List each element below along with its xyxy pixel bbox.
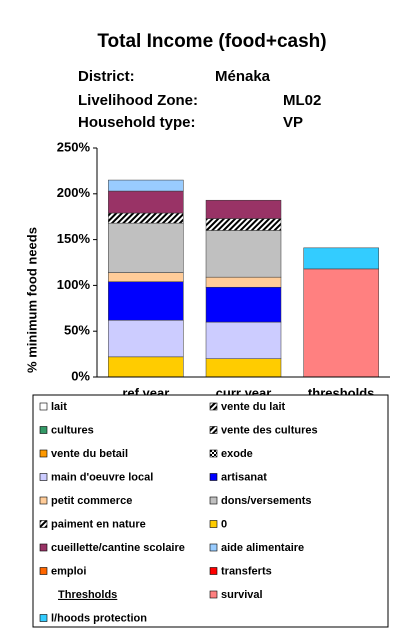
bar-segment <box>205 286 282 323</box>
bar-segment <box>303 247 379 270</box>
legend-label: aide alimentaire <box>221 542 304 554</box>
y-tick-label: 150% <box>57 231 91 246</box>
y-tick-label: 50% <box>64 323 90 338</box>
legend-swatch <box>209 543 218 552</box>
legend-swatch <box>209 402 218 411</box>
bar-segment <box>205 358 282 378</box>
info-value: ML02 <box>283 92 321 109</box>
legend-label: emploi <box>51 565 86 577</box>
y-tick-label: 250% <box>57 139 91 154</box>
bar-segment <box>108 190 184 214</box>
legend-label: dons/versements <box>221 495 311 507</box>
legend-label: vente du betail <box>51 448 128 460</box>
legend-swatch <box>39 520 48 528</box>
legend-swatch <box>39 543 48 552</box>
bar-segment <box>108 319 184 358</box>
bar-segment <box>205 199 282 219</box>
bar-segment <box>108 179 184 192</box>
bar-segment <box>205 276 282 288</box>
legend-swatch <box>39 567 48 575</box>
legend-swatch <box>209 426 218 434</box>
info-label: District: <box>78 68 135 85</box>
legend-swatch <box>209 449 218 458</box>
legend-swatch <box>39 426 48 434</box>
info-value: Ménaka <box>215 68 271 85</box>
chart-title: Total Income (food+cash) <box>97 31 326 52</box>
bar-segment <box>108 222 184 273</box>
y-axis-label: % minimum food needs <box>24 227 39 373</box>
bar-segment <box>205 230 282 278</box>
y-tick-label: 0% <box>71 368 90 383</box>
bar-segment <box>108 272 184 282</box>
legend-swatch <box>39 402 48 411</box>
legend-label: vente du lait <box>221 401 286 413</box>
legend-swatch <box>39 614 48 622</box>
legend-label: l/hoods protection <box>51 612 147 624</box>
legend-swatch <box>209 473 218 481</box>
info-value: VP <box>283 114 303 131</box>
legend-label: paiment en nature <box>51 518 146 530</box>
y-tick-label: 100% <box>57 277 91 292</box>
legend-label: survival <box>221 589 263 601</box>
legend-label: vente des cultures <box>221 424 318 436</box>
bar-segment <box>205 218 282 231</box>
y-tick-label: 200% <box>57 185 91 200</box>
bar-segment <box>108 356 184 378</box>
legend-label: exode <box>221 448 253 460</box>
legend-swatch <box>39 496 48 505</box>
legend-label: artisanat <box>221 471 267 483</box>
bar-segment <box>108 281 184 321</box>
bar-segment <box>205 321 282 359</box>
bar-segment <box>108 212 184 224</box>
legend-label: cultures <box>51 424 94 436</box>
info-label: Livelihood Zone: <box>78 92 198 109</box>
legend-swatch <box>209 567 218 575</box>
legend-label: cueillette/cantine scolaire <box>51 542 185 554</box>
legend-swatch <box>209 520 218 528</box>
legend-swatch <box>209 496 218 505</box>
legend-swatch <box>209 590 218 599</box>
legend-heading: Thresholds <box>58 589 117 601</box>
legend-label: main d'oeuvre local <box>51 471 153 483</box>
legend-label: transferts <box>221 565 272 577</box>
legend-swatch <box>39 473 48 481</box>
legend-swatch <box>39 449 48 458</box>
info-label: Household type: <box>78 114 196 131</box>
legend-label: lait <box>51 401 67 413</box>
bar-segment <box>303 268 379 378</box>
legend-label: petit commerce <box>51 495 132 507</box>
legend-label: 0 <box>221 518 227 530</box>
